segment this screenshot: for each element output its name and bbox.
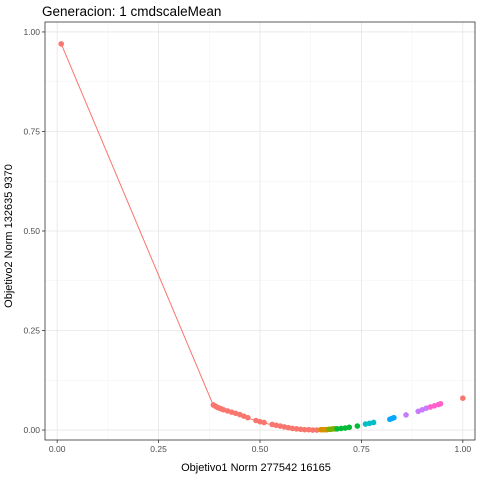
y-tick-label: 0.50 bbox=[23, 226, 40, 236]
y-tick-label: 0.25 bbox=[23, 326, 40, 336]
y-tick-label: 0.00 bbox=[23, 425, 40, 435]
data-point bbox=[460, 395, 466, 401]
x-tick-label: 0.50 bbox=[252, 444, 269, 454]
data-point bbox=[261, 420, 267, 426]
x-tick-label: 0.75 bbox=[353, 444, 370, 454]
x-tick-label: 0.25 bbox=[150, 444, 167, 454]
data-point bbox=[371, 420, 377, 426]
data-point bbox=[346, 424, 352, 430]
data-point bbox=[355, 423, 361, 429]
data-point bbox=[403, 412, 409, 418]
chart-title: Generacion: 1 cmdscaleMean bbox=[42, 4, 221, 19]
y-tick-label: 0.75 bbox=[23, 126, 40, 136]
data-point bbox=[58, 41, 64, 47]
data-point bbox=[391, 415, 397, 421]
data-point bbox=[438, 401, 444, 407]
y-axis-title: Objetivo2 Norm 132635 9370 bbox=[3, 164, 15, 308]
x-tick-label: 1.00 bbox=[455, 444, 472, 454]
y-tick-label: 1.00 bbox=[23, 27, 40, 37]
x-axis-title: Objetivo1 Norm 277542 16165 bbox=[181, 462, 331, 474]
x-tick-label: 0.00 bbox=[49, 444, 66, 454]
data-point bbox=[245, 415, 251, 421]
